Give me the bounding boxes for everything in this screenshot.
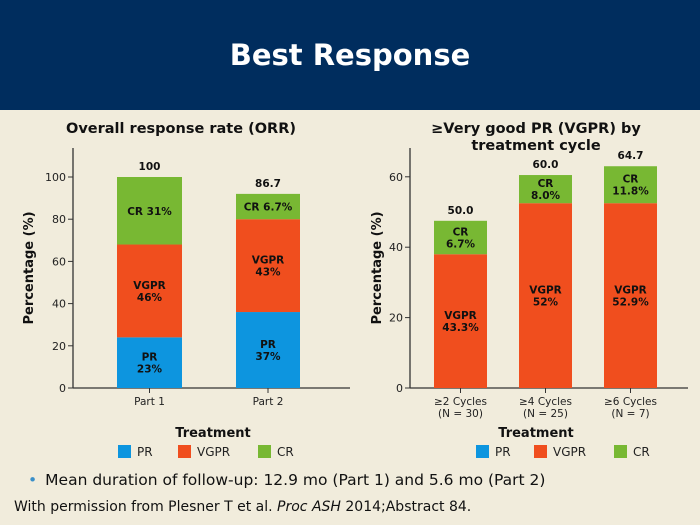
x-axis-label: Treatment: [498, 426, 574, 441]
bar-segment-vgpr: [519, 203, 572, 388]
bar-data-label: VGPR 52.9%: [612, 285, 649, 309]
x-tick-label: ≥6 Cycles (N = 7): [604, 396, 657, 420]
legend-swatch-vgpr: [178, 445, 191, 458]
bar-segment-vgpr: [604, 203, 657, 388]
y-tick-label: 40: [52, 298, 66, 311]
legend-swatch-pr: [118, 445, 131, 458]
y-tick-label: 80: [52, 213, 66, 226]
y-tick-label: 40: [389, 241, 403, 254]
y-tick-label: 20: [389, 312, 403, 325]
bar-total-label: 50.0: [448, 205, 474, 217]
chart-title: ≥Very good PR (VGPR) by treatment cycle: [431, 121, 641, 154]
legend-label-pr: PR: [137, 445, 153, 459]
bar-segment-vgpr: [434, 254, 487, 388]
y-tick-label: 60: [389, 171, 403, 184]
chart-title: Overall response rate (ORR): [66, 121, 296, 137]
charts-area: Overall response rate (ORR) 0 20 40 60 80 100 P…: [22, 121, 688, 459]
y-tick-label: 0: [59, 382, 66, 395]
source-suffix: 2014;Abstract 84.: [340, 499, 472, 515]
bar-data-label: CR 8.0%: [531, 178, 561, 202]
x-tick-label: ≥4 Cycles (N = 25): [519, 396, 572, 420]
y-axis-label: Percentage (%): [370, 211, 385, 324]
bar-segment-cr: [519, 175, 572, 204]
bar-segment-pr: [117, 337, 182, 388]
bullet-dot-icon: •: [28, 471, 38, 489]
source-citation: With permission from Plesner T et al. Pr…: [14, 499, 471, 515]
y-tick-label: 20: [52, 340, 66, 353]
bar-segment-cr: [236, 193, 300, 220]
source-prefix: With permission from Plesner T et al.: [14, 499, 278, 515]
slide-title: Best Response: [229, 38, 471, 72]
bar-data-label: VGPR 46%: [133, 280, 166, 304]
legend-swatch-cr: [258, 445, 271, 458]
source-journal: Proc ASH: [277, 499, 341, 515]
bar-data-label: VGPR 43%: [252, 255, 285, 279]
bar-data-label: CR 11.8%: [612, 174, 649, 198]
bar-total-label: 86.7: [255, 178, 281, 190]
legend-label-cr: CR: [633, 445, 650, 459]
bar-total-label: 60.0: [533, 159, 559, 171]
bar-segment-vgpr: [117, 244, 182, 338]
y-tick-label: 100: [45, 171, 66, 184]
y-tick-label: 60: [52, 255, 66, 268]
bar-total-label: 64.7: [618, 150, 644, 162]
x-axis-label: Treatment: [175, 426, 251, 441]
bullet-text: Mean duration of follow-up: 12.9 mo (Par…: [45, 471, 546, 489]
x-tick-label: Part 2: [253, 396, 284, 408]
bar-data-label: CR 31%: [127, 206, 172, 218]
y-axis-label: Percentage (%): [22, 211, 37, 324]
header-band: [0, 0, 700, 110]
bar-data-label: VGPR 43.3%: [442, 310, 479, 334]
legend-swatch-cr: [614, 445, 627, 458]
y-tick-label: 0: [396, 382, 403, 395]
legend-label-cr: CR: [277, 445, 294, 459]
legend-label-vgpr: VGPR: [197, 445, 230, 459]
bullet-point: • Mean duration of follow-up: 12.9 mo (Pa…: [28, 471, 545, 489]
bar-data-label: CR 6.7%: [244, 202, 293, 214]
legend-swatch-vgpr: [534, 445, 547, 458]
bar-segment-cr: [117, 177, 182, 245]
x-tick-label: ≥2 Cycles (N = 30): [434, 396, 487, 420]
legend-label-vgpr: VGPR: [553, 445, 586, 459]
bar-data-label: PR 23%: [137, 352, 163, 376]
legend-swatch-pr: [476, 445, 489, 458]
bar-total-label: 100: [139, 161, 161, 173]
legend-label-pr: PR: [495, 445, 511, 459]
x-tick-label: Part 1: [134, 396, 165, 408]
bar-segment-cr: [434, 220, 487, 255]
bar-data-label: CR 6.7%: [446, 227, 476, 251]
bar-segment-vgpr: [236, 219, 300, 313]
bar-segment-cr: [604, 166, 657, 204]
bar-data-label: PR 37%: [255, 339, 281, 363]
bar-segment-pr: [236, 312, 300, 388]
bar-data-label: VGPR 52%: [529, 285, 562, 309]
